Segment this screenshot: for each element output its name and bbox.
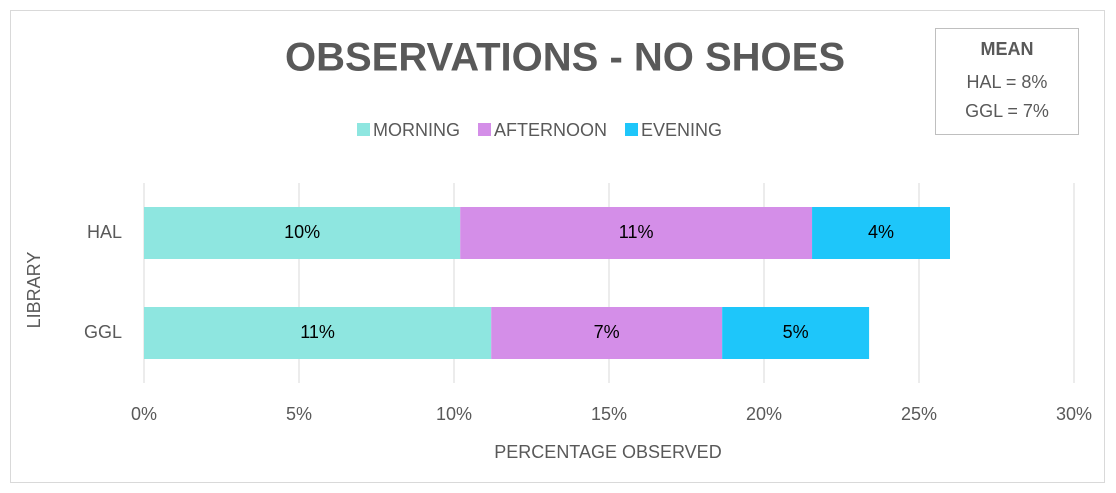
legend-label: MORNING bbox=[373, 120, 460, 140]
bar-segment bbox=[144, 207, 461, 259]
x-tick-label: 25% bbox=[901, 404, 937, 424]
mean-box bbox=[935, 28, 1079, 135]
y-tick-label: HAL bbox=[87, 222, 122, 242]
x-tick-label: 5% bbox=[286, 404, 312, 424]
bar-segment bbox=[812, 207, 950, 259]
y-axis-title: LIBRARY bbox=[24, 252, 44, 329]
value-label: 7% bbox=[594, 322, 620, 342]
bar-segment bbox=[722, 307, 870, 359]
value-label: 4% bbox=[868, 222, 894, 242]
value-label: 5% bbox=[783, 322, 809, 342]
legend-swatch bbox=[478, 123, 491, 136]
mean-title: MEAN bbox=[981, 39, 1034, 59]
value-label: 10% bbox=[284, 222, 320, 242]
mean-ggl: GGL = 7% bbox=[965, 101, 1049, 121]
bar-segment bbox=[144, 307, 492, 359]
mean-hal: HAL = 8% bbox=[967, 72, 1048, 92]
x-axis-title: PERCENTAGE OBSERVED bbox=[494, 442, 721, 462]
legend-swatch bbox=[357, 123, 370, 136]
y-tick-label: GGL bbox=[84, 322, 122, 342]
value-label: 11% bbox=[619, 222, 654, 242]
legend-label: EVENING bbox=[641, 120, 722, 140]
x-tick-label: 10% bbox=[436, 404, 472, 424]
legend-label: AFTERNOON bbox=[494, 120, 607, 140]
bar-segment bbox=[460, 207, 813, 259]
x-tick-label: 0% bbox=[131, 404, 157, 424]
value-label: 11% bbox=[300, 322, 335, 342]
bar-segment bbox=[491, 307, 723, 359]
chart-title: OBSERVATIONS - NO SHOES bbox=[285, 36, 845, 80]
x-tick-label: 30% bbox=[1056, 404, 1092, 424]
x-tick-label: 15% bbox=[591, 404, 627, 424]
x-tick-label: 20% bbox=[746, 404, 782, 424]
legend-swatch bbox=[625, 123, 639, 136]
